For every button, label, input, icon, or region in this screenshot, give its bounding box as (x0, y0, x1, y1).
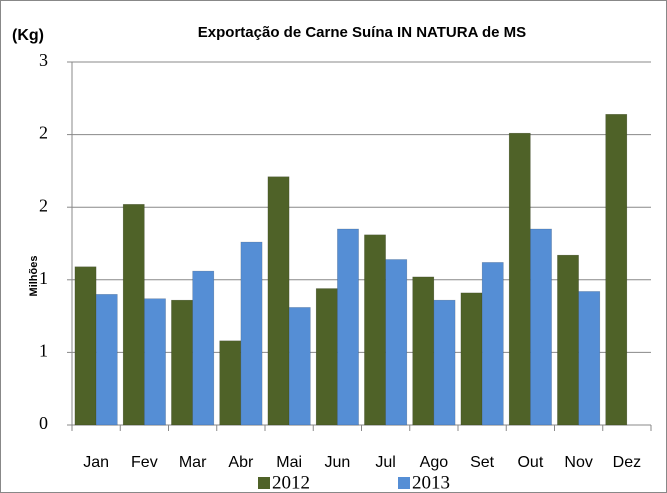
legend-swatch (258, 477, 270, 489)
bar (557, 254, 579, 426)
bar (240, 241, 263, 426)
x-tick-label: Mai (276, 454, 302, 471)
y-tick-label: 2 (39, 123, 48, 143)
y-tick-label: 0 (39, 413, 48, 433)
bar (219, 340, 242, 426)
bar (267, 176, 290, 426)
bar (74, 266, 97, 426)
bar (122, 204, 145, 426)
bar (95, 294, 118, 426)
bar (385, 259, 408, 426)
bar (508, 132, 531, 426)
x-tick-label: Fev (131, 454, 158, 471)
unit-label: (Kg) (12, 27, 44, 44)
bar (192, 270, 215, 426)
bar (605, 114, 628, 426)
bar (337, 228, 359, 426)
y-tick-label: 1 (39, 341, 48, 361)
bar (288, 307, 311, 426)
bar (364, 234, 386, 426)
x-tick-label: Nov (564, 454, 592, 471)
x-tick-label: Set (470, 454, 495, 471)
bar (144, 298, 166, 426)
y-tick-label: 2 (39, 195, 48, 215)
chart-title: Exportação de Carne Suína IN NATURA de M… (198, 24, 526, 41)
legend-label: 2012 (272, 472, 310, 493)
y-tick-label: 3 (39, 50, 48, 70)
bar (578, 291, 601, 426)
x-tick-label: Out (517, 454, 543, 471)
legend-swatch (398, 477, 410, 489)
x-tick-label: Mar (179, 454, 207, 471)
legend-label: 2013 (412, 472, 450, 493)
bar (530, 228, 552, 426)
bar (460, 292, 483, 426)
x-tick-label: Jan (83, 454, 109, 471)
bar (171, 299, 193, 426)
x-tick-label: Jun (324, 454, 350, 471)
x-tick-label: Dez (613, 454, 641, 471)
x-tick-label: Ago (420, 454, 449, 471)
bar (481, 262, 504, 426)
x-tick-label: Jul (375, 454, 395, 471)
bar (412, 276, 435, 426)
x-tick-label: Abr (228, 454, 254, 471)
bar (433, 299, 456, 426)
bar (315, 288, 338, 426)
y-tick-label: 1 (39, 268, 48, 288)
y-axis-label: Milhões (28, 256, 40, 297)
